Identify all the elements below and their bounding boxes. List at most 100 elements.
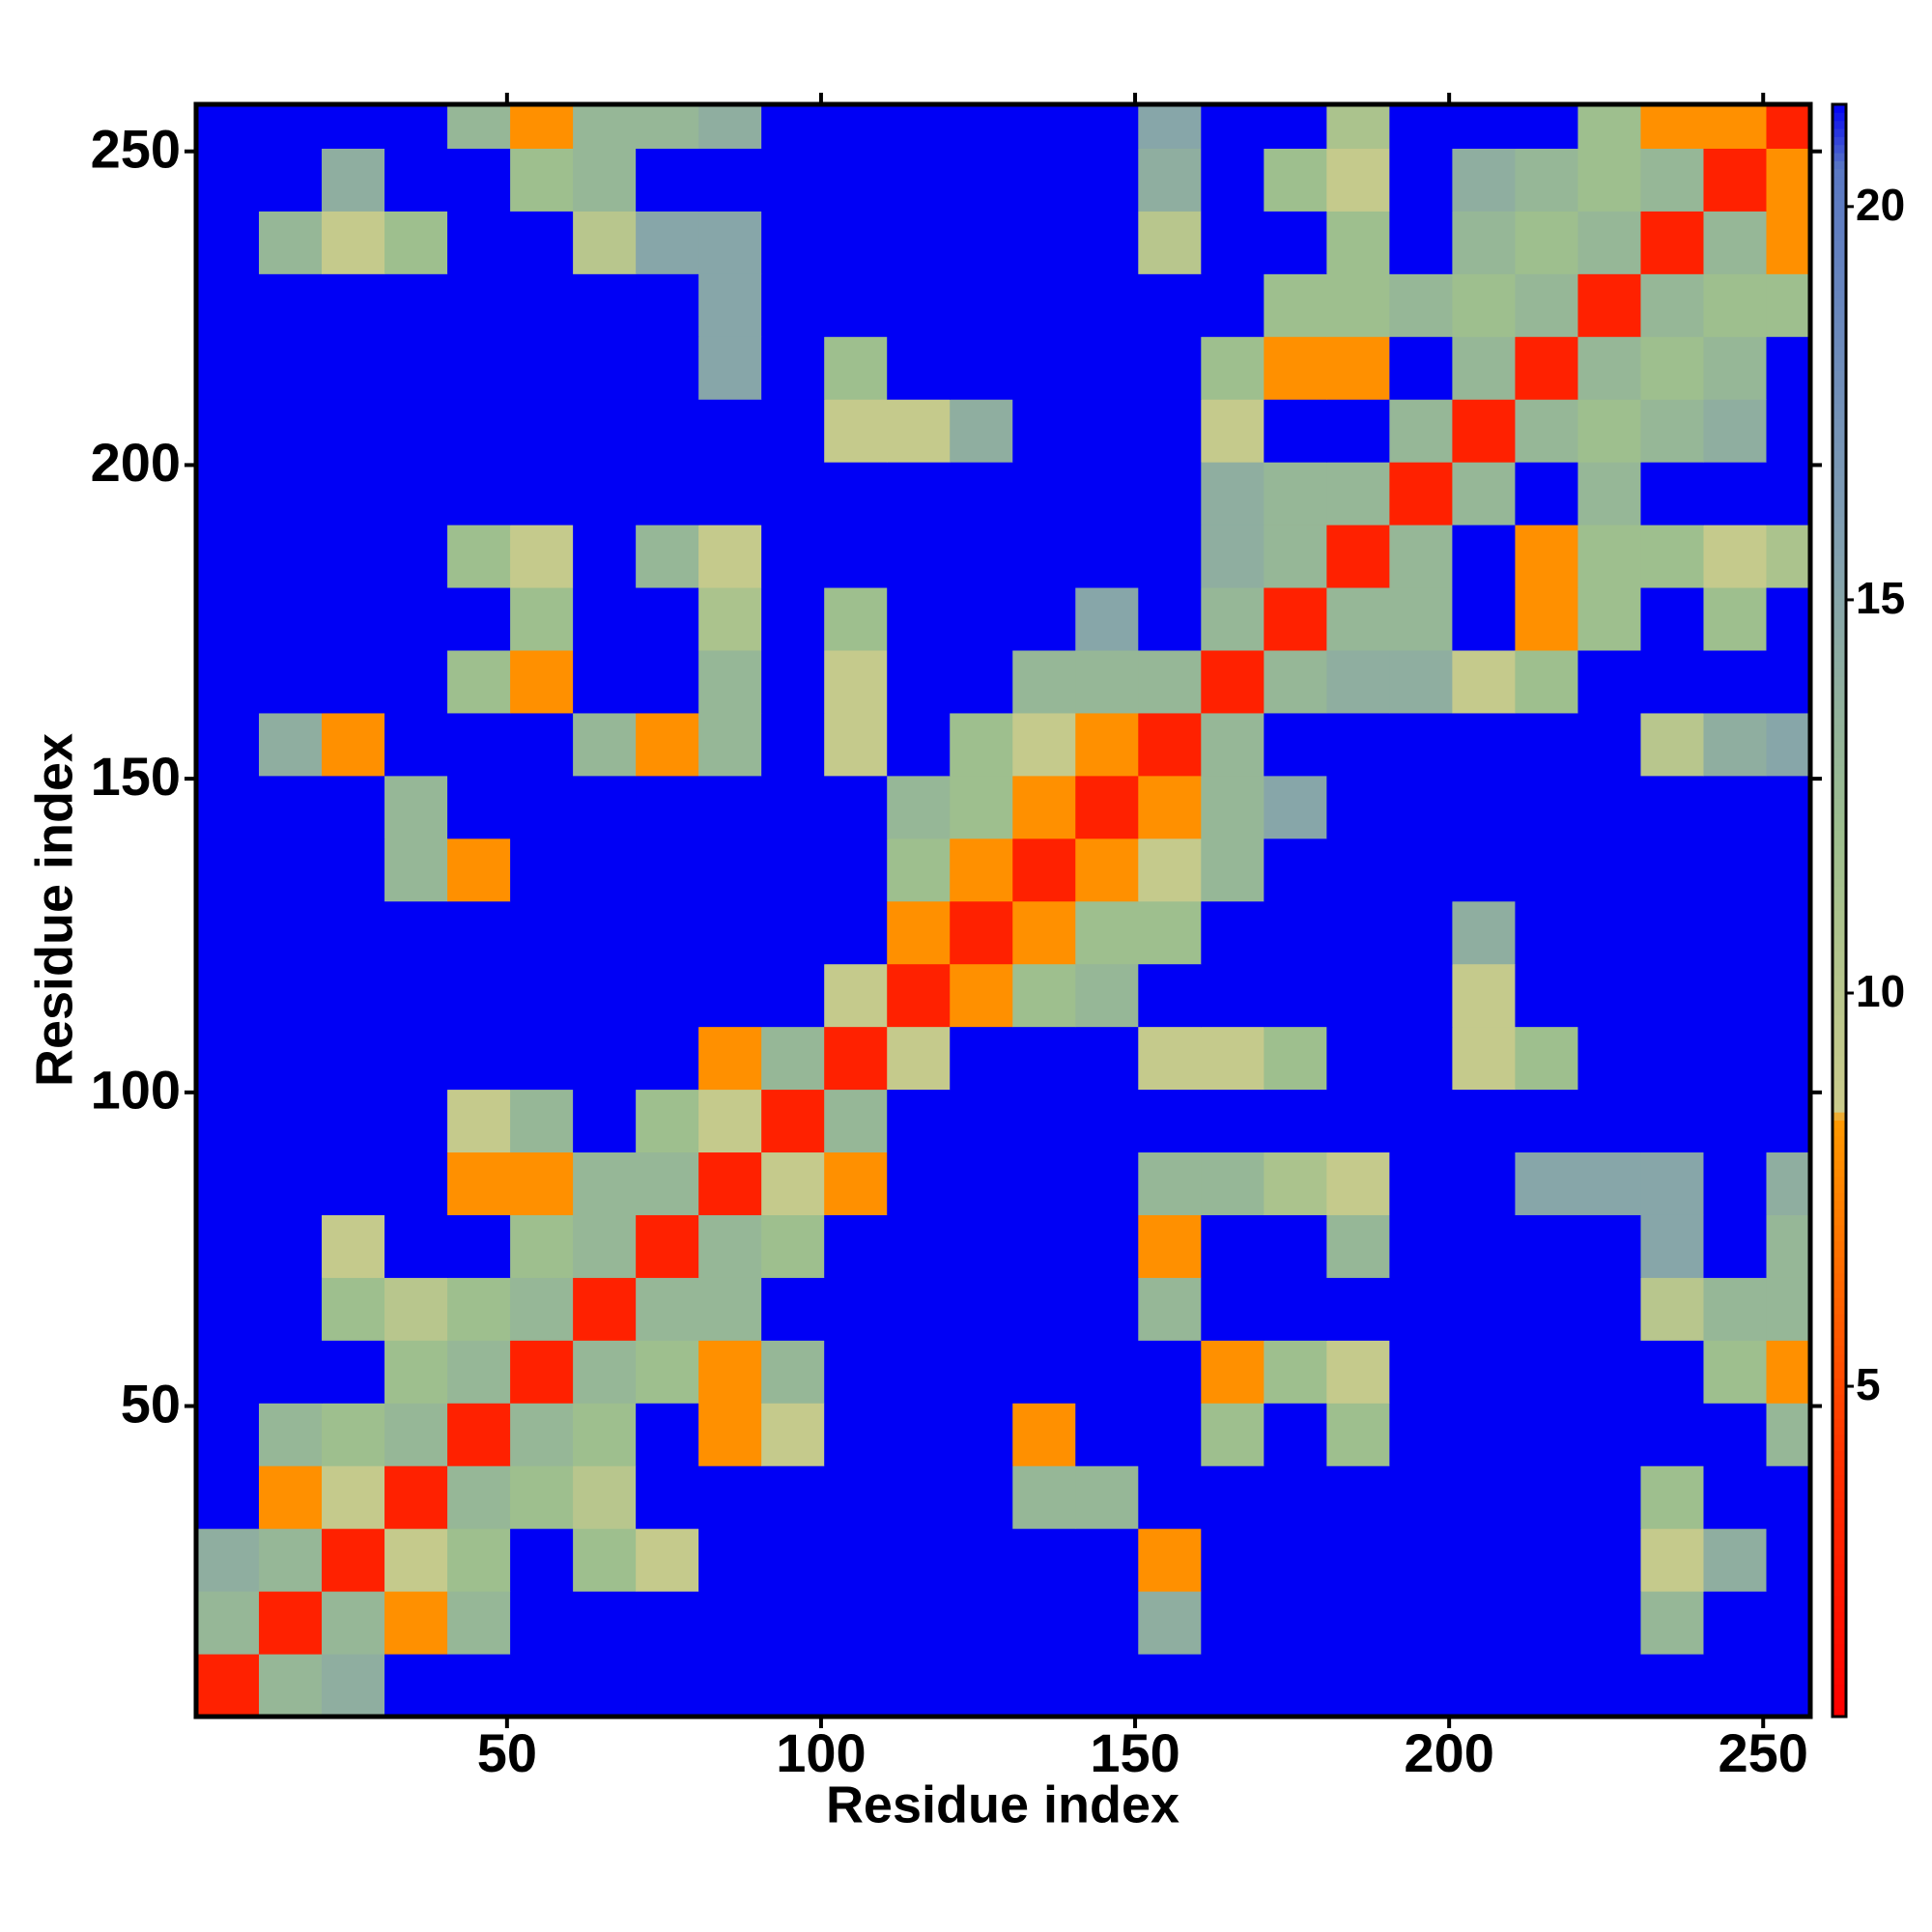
colorbar-segment [1833,1127,1846,1137]
heatmap-cell [761,649,825,714]
heatmap-cell [259,775,323,839]
heatmap-cell [259,1089,323,1153]
colorbar-segment [1833,1361,1846,1371]
heatmap-cell [1138,525,1202,588]
heatmap-cell [824,587,888,651]
heatmap-cell [573,399,637,463]
heatmap-cell [1138,963,1202,1028]
heatmap-cell [573,900,637,965]
colorbar-segment [1833,1643,1846,1653]
colorbar-segment [1833,442,1846,452]
heatmap-cell [1452,1654,1516,1718]
colorbar-segment [1833,1604,1846,1613]
heatmap-cell [950,1214,1013,1278]
colorbar-segment [1833,1257,1846,1266]
heatmap-cell [384,1465,448,1529]
heatmap-cell [1075,649,1139,714]
heatmap-cell [1138,1026,1202,1091]
colorbar-segment [1833,1652,1846,1662]
heatmap-cell [1201,1277,1264,1341]
heatmap-cell [1640,462,1704,526]
heatmap-cell [1138,1528,1202,1592]
colorbar-segment [1833,498,1846,508]
heatmap-cell [1075,399,1139,463]
heatmap-cell [887,1528,951,1592]
heatmap-cell [950,399,1013,463]
heatmap-cell [1201,104,1264,149]
colorbar-segment [1833,563,1846,573]
heatmap-cell [1138,273,1202,337]
heatmap-cell [1640,649,1704,714]
heatmap-cell [1703,104,1767,149]
heatmap-cell [259,1465,323,1529]
heatmap-cell [259,525,323,588]
colorbar-segment [1833,168,1846,178]
heatmap-cell [1452,712,1516,777]
heatmap-cell [1703,336,1767,400]
colorbar-segment [1833,1571,1846,1580]
heatmap-cell [447,587,511,651]
heatmap-cell [1577,1654,1641,1718]
heatmap-cell [447,336,511,400]
heatmap-cell [510,1591,574,1655]
heatmap-cell [761,587,825,651]
colorbar-segment [1833,136,1846,146]
heatmap-cell [1012,587,1076,651]
heatmap-cell [1703,775,1767,839]
heatmap-cell [950,1026,1013,1091]
heatmap-cell [573,1151,637,1215]
colorbar-tick-label: 15 [1856,573,1905,623]
heatmap-cell [1389,1214,1453,1278]
heatmap-cell [447,963,511,1028]
heatmap-cell [1703,1151,1767,1215]
heatmap-cell [196,462,260,526]
heatmap-cell [1138,1277,1202,1341]
heatmap-cell [322,1654,385,1718]
heatmap-cell [1766,211,1811,274]
heatmap-cell [196,1214,260,1278]
heatmap-cell [1201,587,1264,651]
heatmap-cell [1389,1465,1453,1529]
heatmap-cell [1766,1591,1811,1655]
heatmap-cell [1264,963,1327,1028]
colorbar-segment [1833,1047,1846,1057]
colorbar-segment [1833,1023,1846,1033]
colorbar-segment [1833,1394,1846,1404]
heatmap-cell [510,1089,574,1153]
heatmap-cell [1264,775,1327,839]
heatmap-cell [1640,1528,1704,1592]
heatmap-cell [322,399,385,463]
heatmap-cell [1138,900,1202,965]
heatmap-cell [322,525,385,588]
colorbar-segment [1833,1563,1846,1573]
heatmap-cell [887,336,951,400]
heatmap-cell [447,525,511,588]
heatmap-cell [1326,712,1390,777]
heatmap-cell [259,1591,323,1655]
heatmap-cell [196,1026,260,1091]
heatmap-cell [824,1151,888,1215]
heatmap-cell [824,1465,888,1529]
heatmap-cell [636,336,699,400]
heatmap-cell [824,1214,888,1278]
heatmap-cell [1577,838,1641,902]
colorbar-segment [1833,1660,1846,1669]
heatmap-cell [1452,525,1516,588]
colorbar-segment [1833,958,1846,968]
heatmap-cell [1515,649,1578,714]
heatmap-cell [196,273,260,337]
heatmap-cell [887,1151,951,1215]
heatmap-cell [1138,587,1202,651]
colorbar-segment [1833,346,1846,355]
heatmap-cell [1326,273,1390,337]
colorbar-segment [1833,426,1846,436]
heatmap-cell [573,1026,637,1091]
heatmap-cell [824,649,888,714]
colorbar-segment [1833,660,1846,669]
heatmap-cell [636,1654,699,1718]
heatmap-cell [384,148,448,212]
heatmap-cell [887,587,951,651]
colorbar-segment [1833,185,1846,194]
heatmap-cell [322,1151,385,1215]
heatmap-cell [196,587,260,651]
